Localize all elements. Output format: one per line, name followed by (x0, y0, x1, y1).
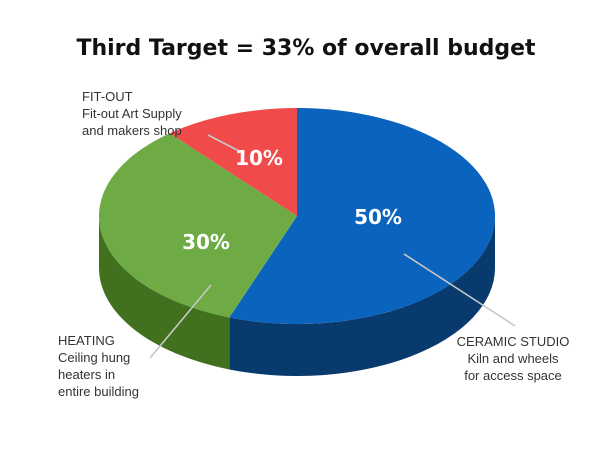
annotation-line: and makers shop (82, 123, 182, 138)
annotation-line: heaters in (58, 367, 115, 382)
annotation-line: entire building (58, 384, 139, 399)
annotation-line: for access space (464, 368, 562, 383)
slice-annotation-1: HEATING Ceiling hung heaters in entire buil… (58, 333, 139, 399)
chart-title: Third Target = 33% of overall budget (76, 36, 536, 61)
slice-2 (169, 108, 297, 216)
leader-line-2 (207, 134, 242, 153)
pie-tops (98, 108, 495, 324)
slice-annotations: CERAMIC STUDIO Kiln and wheels for access … (58, 89, 569, 399)
percent-labels: 50% 30% 10% (182, 146, 402, 254)
annotation-line: Kiln and wheels (467, 351, 559, 366)
annotation-line: HEATING (58, 333, 115, 348)
annotation-line: Fit-out Art Supply (82, 106, 182, 121)
slice-percent-label-2: 10% (235, 146, 283, 170)
leader-line-1 (149, 284, 212, 359)
annotation-line: CERAMIC STUDIO (457, 334, 570, 349)
annotation-line: FIT-OUT (82, 89, 133, 104)
annotation-line: Ceiling hung (58, 350, 130, 365)
leader-line-0 (403, 253, 516, 327)
slice-1 (98, 133, 298, 318)
leader-lines (149, 134, 516, 359)
slice-side-0-0 (229, 216, 495, 376)
slice-annotation-2: FIT-OUT Fit-out Art Supply and makers shop (82, 89, 182, 138)
slice-annotation-0: CERAMIC STUDIO Kiln and wheels for access … (457, 334, 570, 383)
slice-percent-label-1: 30% (182, 230, 230, 254)
slice-percent-label-0: 50% (354, 205, 402, 229)
slice-side-1-0 (99, 216, 230, 370)
pie-sides (99, 216, 495, 376)
